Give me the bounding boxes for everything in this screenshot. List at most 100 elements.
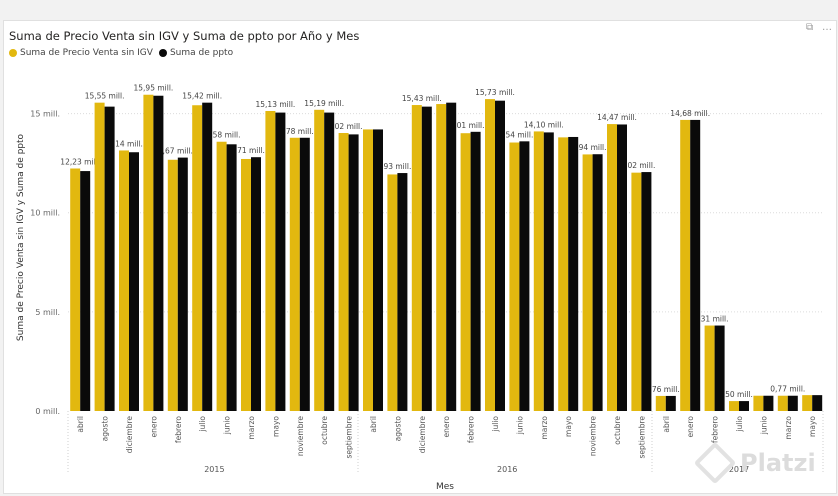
bar-ppto[interactable] [519,141,530,411]
bar-ppto[interactable] [275,112,286,411]
bar-venta[interactable] [582,154,593,412]
bar-ppto[interactable] [324,112,335,411]
bar-ppto[interactable] [129,152,139,412]
bar-ppto[interactable] [80,171,91,411]
bar-venta[interactable] [192,105,203,411]
x-tick-label: julio [491,416,500,433]
platzi-logo-icon [693,441,737,485]
data-label: 02 mill. [627,161,655,170]
bar-ppto[interactable] [665,395,676,411]
bar-venta[interactable] [70,168,81,411]
y-tick-label: 0 mill. [35,407,60,416]
data-label: 02 mill. [335,122,363,131]
bar-venta[interactable] [363,129,373,412]
bar-ppto[interactable] [348,134,359,412]
bar-ppto[interactable] [690,119,701,412]
y-tick-label: 10 mill. [30,209,60,218]
bar-venta[interactable] [289,137,300,412]
data-label: 94 mill. [579,143,607,152]
bar-ppto[interactable] [226,144,237,411]
bar-venta[interactable] [631,172,642,411]
bar-venta[interactable] [777,395,788,411]
x-tick-label: septiembre [637,416,646,459]
focus-mode-icon[interactable]: ⧉ [806,22,814,33]
bar-ppto[interactable] [714,325,725,411]
x-tick-label: junio [759,416,768,436]
bar-ppto[interactable] [763,395,774,411]
bar-ppto[interactable] [739,401,749,411]
bar-venta[interactable] [436,104,447,411]
legend-label-venta: Suma de Precio Venta sin IGV [20,48,153,58]
bar-ppto[interactable] [812,395,823,411]
data-label: 15,55 mill. [85,92,125,101]
bar-ppto[interactable] [495,100,505,411]
bar-ppto[interactable] [592,154,603,411]
x-tick-label: marzo [784,416,793,440]
x-tick-label: junio [223,416,232,436]
bar-venta[interactable] [655,395,666,411]
data-label: 15,13 mill. [256,100,296,109]
bar-ppto[interactable] [421,106,432,411]
bar-ppto[interactable] [104,106,115,411]
chart-title: Suma de Precio Venta sin IGV y Suma de p… [9,29,360,43]
y-axis-title: Suma de Precio Venta sin IGV y Suma de p… [16,133,26,341]
bar-venta[interactable] [509,142,520,411]
bar-venta[interactable] [753,395,764,411]
bar-ppto[interactable] [153,95,164,412]
bar-ppto[interactable] [446,102,457,411]
bar-venta[interactable] [704,325,715,411]
data-label: 15,42 mill. [182,92,222,101]
bar-venta[interactable] [241,158,251,411]
bar-venta[interactable] [119,150,129,411]
bar-ppto[interactable] [641,172,652,411]
x-tick-label: noviembre [296,416,305,456]
bar-venta[interactable] [607,124,617,412]
bar-venta[interactable] [167,159,178,411]
bar-venta[interactable] [533,131,544,411]
bar-ppto[interactable] [299,137,310,412]
x-tick-label: abril [369,416,378,433]
bar-venta[interactable] [143,94,154,411]
bar-ppto[interactable] [202,102,213,411]
legend-swatch-venta [9,49,17,57]
data-label: 31 mill. [701,315,729,324]
x-tick-label: octubre [320,416,329,445]
data-label: 12,23 mill. [60,157,100,166]
legend-swatch-ppto [158,49,167,57]
bar-venta[interactable] [485,99,495,412]
bar-venta[interactable] [338,133,349,412]
x-tick-label: mayo [808,416,817,437]
bar-ppto[interactable] [543,132,554,411]
data-label: 76 mill. [652,385,680,394]
bar-venta[interactable] [411,105,422,412]
bar-venta[interactable] [460,133,471,411]
bar-venta[interactable] [314,109,325,411]
x-axis-title: Mes [436,482,454,492]
bar-ppto[interactable] [177,157,188,411]
bar-ppto[interactable] [617,124,627,411]
bar-venta[interactable] [729,401,739,411]
legend-item-venta[interactable]: Suma de Precio Venta sin IGV [9,48,153,58]
bar-venta[interactable] [558,137,569,411]
bar-venta[interactable] [802,395,813,411]
bar-ppto[interactable] [568,136,579,411]
bar-venta[interactable] [265,110,276,411]
bar-ppto[interactable] [373,129,383,412]
data-label: 15,19 mill. [304,99,344,108]
more-options-icon[interactable]: … [822,22,832,33]
bar-venta[interactable] [387,174,398,411]
bar-ppto[interactable] [787,395,798,411]
bar-ppto[interactable] [470,131,481,411]
data-label: 14,10 mill. [524,120,564,129]
bar-ppto[interactable] [251,157,261,411]
legend-item-ppto[interactable]: Suma de ppto [158,48,233,58]
chart-legend: Suma de Precio Venta sin IGV Suma de ppt… [9,48,239,58]
bar-venta[interactable] [94,102,105,411]
bar-venta[interactable] [216,141,227,411]
y-tick-label: 15 mill. [30,110,60,119]
bar-venta[interactable] [680,119,691,412]
bar-ppto[interactable] [397,173,408,411]
data-label: 0,77 mill. [770,385,805,394]
x-tick-label: febrero [467,416,476,443]
